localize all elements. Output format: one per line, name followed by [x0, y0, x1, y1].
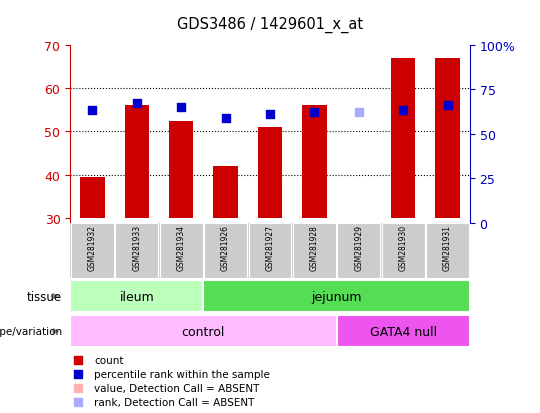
Point	[74, 399, 83, 405]
Bar	[80, 178, 105, 219]
Text: GSM281933: GSM281933	[132, 225, 141, 271]
Text: GSM281934: GSM281934	[177, 225, 186, 271]
Point	[88, 107, 97, 114]
Point	[221, 116, 230, 122]
Bar	[249, 223, 291, 278]
Point	[177, 105, 186, 112]
Text: GDS3486 / 1429601_x_at: GDS3486 / 1429601_x_at	[177, 17, 363, 33]
Text: GSM281932: GSM281932	[88, 225, 97, 271]
Text: GSM281926: GSM281926	[221, 225, 230, 271]
Text: GSM281929: GSM281929	[354, 225, 363, 271]
Bar	[213, 167, 238, 219]
Point	[399, 107, 408, 114]
Text: GSM281928: GSM281928	[310, 225, 319, 271]
Bar	[71, 223, 114, 278]
Bar	[391, 58, 415, 219]
Bar	[293, 223, 336, 278]
Bar	[160, 223, 202, 278]
Bar	[116, 223, 158, 278]
Text: GATA4 null: GATA4 null	[370, 325, 437, 338]
Text: count: count	[94, 355, 124, 365]
Text: rank, Detection Call = ABSENT: rank, Detection Call = ABSENT	[94, 397, 254, 407]
Text: control: control	[182, 325, 225, 338]
Text: percentile rank within the sample: percentile rank within the sample	[94, 369, 270, 379]
Bar	[125, 106, 149, 219]
Point	[74, 385, 83, 391]
Text: GSM281931: GSM281931	[443, 225, 452, 271]
Bar	[204, 280, 470, 312]
Point	[132, 101, 141, 107]
Text: GSM281927: GSM281927	[266, 225, 274, 271]
Text: GSM281930: GSM281930	[399, 225, 408, 271]
Bar	[338, 223, 380, 278]
Point	[443, 103, 452, 109]
Point	[310, 109, 319, 116]
Bar	[258, 128, 282, 219]
Bar	[169, 121, 193, 219]
Bar	[204, 223, 247, 278]
Bar	[426, 223, 469, 278]
Bar	[302, 106, 327, 219]
Bar	[336, 316, 470, 347]
Bar	[382, 223, 424, 278]
Point	[266, 112, 274, 118]
Point	[74, 371, 83, 377]
Point	[74, 357, 83, 363]
Text: ileum: ileum	[119, 290, 154, 303]
Point	[354, 109, 363, 116]
Text: genotype/variation: genotype/variation	[0, 326, 62, 337]
Text: tissue: tissue	[27, 290, 62, 303]
Bar	[435, 58, 460, 219]
Text: jejunum: jejunum	[312, 290, 362, 303]
Bar	[70, 316, 336, 347]
Bar	[70, 280, 204, 312]
Text: value, Detection Call = ABSENT: value, Detection Call = ABSENT	[94, 383, 260, 393]
